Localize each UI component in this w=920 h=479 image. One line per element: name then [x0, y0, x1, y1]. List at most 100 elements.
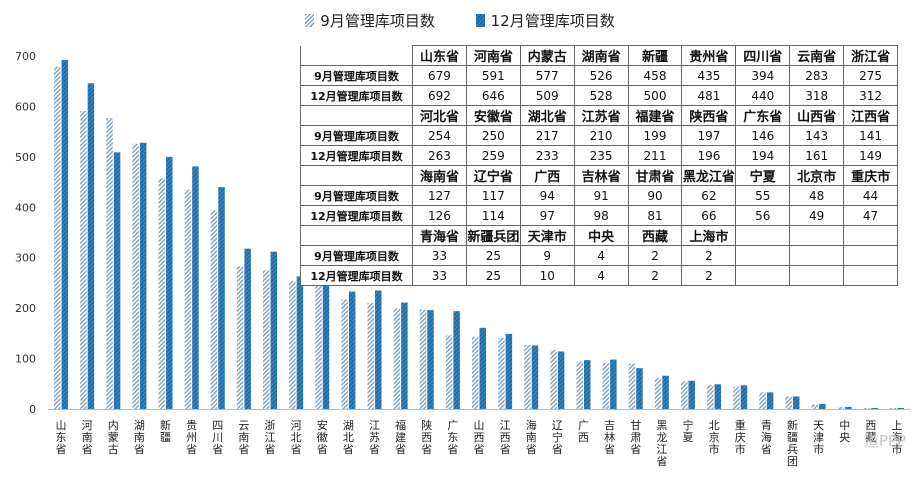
table-cell: 196 [681, 145, 737, 166]
bar-sep [785, 396, 792, 409]
bar-dec [453, 311, 460, 409]
bar-dec [348, 291, 356, 409]
x-tick-label: 海南省 [526, 418, 537, 456]
table-cell: 2 [627, 245, 683, 266]
bar-sep [837, 406, 845, 409]
table-header-cell: 辽宁省 [465, 165, 521, 186]
table-cell: 458 [627, 65, 683, 86]
table-cell: 126 [412, 205, 467, 226]
x-tick-label: 河北省 [291, 419, 302, 456]
bar-dec [636, 368, 643, 409]
table-cell: 25 [465, 265, 521, 286]
x-tick-label: 四川省 [212, 419, 223, 456]
table-header-cell: 江苏省 [573, 105, 629, 126]
table-cell: 481 [681, 85, 737, 106]
bar-sep [498, 337, 505, 409]
x-tick-label: 重庆市 [735, 418, 746, 456]
table-row: 9月管理库项目数 33 25 9 4 2 2 [300, 245, 899, 266]
table-cell: 210 [573, 125, 629, 146]
bar-dec [688, 380, 695, 409]
table-cell: 33 [412, 265, 467, 286]
table-cell: 263 [412, 145, 467, 166]
table-header-row: 河北省 安徽省 湖北省 江苏省 福建省 陕西省 广东省 山西省 江西省 [300, 105, 899, 126]
table-header-cell: 新疆兵团 [465, 225, 521, 246]
legend: 9月管理库项目数 12月管理库项目数 [0, 10, 920, 31]
table-cell [789, 245, 845, 266]
table-header-cell [789, 225, 845, 246]
table-cell: 577 [519, 65, 575, 86]
table-header-cell: 青海省 [412, 225, 467, 246]
x-tick-label: 贵州省 [186, 419, 197, 456]
table-header-cell: 天津市 [519, 225, 575, 246]
y-tick-label: 600 [15, 100, 36, 113]
bar-dec [819, 403, 826, 409]
bar-sep [733, 386, 740, 409]
table-cell: 259 [465, 145, 521, 166]
bar-dec [505, 333, 513, 409]
table-header-cell: 福建省 [627, 105, 683, 126]
x-tick-label: 河南省 [82, 419, 93, 456]
table-cell: 275 [843, 65, 899, 86]
x-tick-label: 陕西省 [421, 418, 432, 456]
legend-item-dec: 12月管理库项目数 [475, 10, 615, 31]
bar-dec [87, 83, 95, 409]
bar-dec [192, 166, 199, 409]
y-axis: 0 100 200 300 400 500 600 700 [15, 50, 36, 416]
x-tick-label: 云南省 [238, 419, 249, 456]
table-cell: 97 [519, 205, 575, 226]
x-tick-label: 山东省 [56, 419, 67, 456]
bar-sep [759, 392, 766, 409]
table-cell: 25 [465, 245, 521, 266]
bar-dec [583, 360, 591, 409]
bar-dec [375, 290, 382, 409]
table-cell: 233 [519, 145, 575, 166]
table-header-cell: 重庆市 [843, 165, 899, 186]
table-row-label: 12月管理库项目数 [300, 145, 413, 166]
y-tick-label: 500 [15, 151, 36, 164]
bar-sep [889, 407, 897, 409]
bar-dec [871, 407, 878, 409]
bar-dec [139, 142, 147, 410]
bar-dec [740, 385, 748, 409]
table-cell: 98 [573, 205, 629, 226]
table-header-cell: 内蒙古 [519, 45, 575, 66]
table-cell: 2 [681, 265, 737, 286]
table-row: 9月管理库项目数 127 117 94 91 90 62 55 48 44 [300, 185, 899, 206]
x-tick-label: 上海市 [891, 419, 902, 456]
table-cell [735, 245, 791, 266]
bar-sep [106, 118, 113, 409]
table-row: 12月管理库项目数 33 25 10 4 2 2 [300, 265, 899, 286]
table-cell: 509 [519, 85, 575, 106]
bar-dec [792, 396, 800, 409]
bar-sep [184, 189, 192, 409]
table-corner-cell [300, 165, 413, 186]
table-row: 9月管理库项目数 679 591 577 526 458 435 394 283 275 [300, 65, 899, 86]
table-cell [735, 265, 791, 286]
x-tick-label: 新疆兵团 [787, 418, 798, 468]
table-row: 12月管理库项目数 126 114 97 98 81 66 56 49 47 [300, 205, 899, 226]
table-row-label: 12月管理库项目数 [300, 265, 413, 286]
table-row-label: 9月管理库项目数 [300, 245, 413, 266]
x-tick-label: 湖南省 [134, 419, 145, 456]
table-cell: 4 [573, 245, 629, 266]
table-cell: 161 [789, 145, 845, 166]
table-header-cell: 贵州省 [681, 45, 737, 66]
table-cell: 679 [412, 65, 467, 86]
table-row-label: 9月管理库项目数 [300, 65, 413, 86]
x-tick-label: 辽宁省 [552, 419, 563, 456]
bar-sep [80, 110, 87, 410]
table-header-cell: 安徽省 [465, 105, 521, 126]
table-cell: 10 [519, 265, 575, 286]
table-corner-cell [300, 105, 413, 126]
bar-dec [61, 60, 69, 409]
x-tick-label: 北京市 [709, 419, 720, 456]
table-cell: 199 [627, 125, 683, 146]
x-tick-label: 吉林省 [604, 419, 615, 456]
table-header-cell: 宁夏 [735, 165, 791, 186]
table-header-row: 海南省 辽宁省 广西 吉林省 甘肃省 黑龙江省 宁夏 北京市 重庆市 [300, 165, 899, 186]
table-cell: 9 [519, 245, 575, 266]
table-cell: 49 [789, 205, 845, 226]
table-header-cell: 甘肃省 [627, 165, 683, 186]
table-header-cell: 陕西省 [681, 105, 737, 126]
table-cell: 47 [843, 205, 899, 226]
